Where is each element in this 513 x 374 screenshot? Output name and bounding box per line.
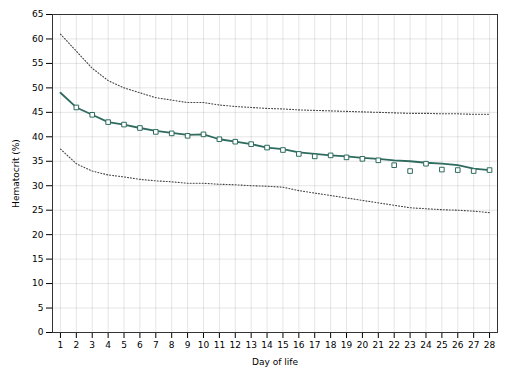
svg-text:25: 25: [436, 340, 447, 350]
svg-text:60: 60: [32, 34, 44, 44]
svg-text:8: 8: [169, 340, 175, 350]
svg-text:30: 30: [32, 181, 44, 191]
svg-text:6: 6: [137, 340, 143, 350]
svg-text:3: 3: [89, 340, 95, 350]
svg-text:20: 20: [32, 230, 44, 240]
svg-text:15: 15: [32, 254, 43, 264]
svg-text:26: 26: [452, 340, 464, 350]
svg-text:7: 7: [153, 340, 159, 350]
svg-text:21: 21: [373, 340, 384, 350]
svg-text:9: 9: [185, 340, 191, 350]
svg-text:50: 50: [32, 83, 44, 93]
svg-text:5: 5: [121, 340, 127, 350]
svg-text:28: 28: [484, 340, 496, 350]
svg-text:5: 5: [38, 303, 44, 313]
svg-text:35: 35: [32, 156, 43, 166]
svg-text:16: 16: [293, 340, 305, 350]
svg-text:4: 4: [105, 340, 111, 350]
svg-text:23: 23: [404, 340, 415, 350]
svg-text:22: 22: [388, 340, 399, 350]
svg-text:14: 14: [261, 340, 273, 350]
svg-text:24: 24: [420, 340, 432, 350]
svg-text:13: 13: [245, 340, 256, 350]
svg-text:10: 10: [32, 278, 44, 288]
svg-text:65: 65: [32, 9, 43, 19]
svg-text:15: 15: [277, 340, 288, 350]
svg-text:Day of life: Day of life: [252, 357, 298, 367]
svg-text:17: 17: [309, 340, 320, 350]
svg-text:27: 27: [468, 340, 479, 350]
svg-text:11: 11: [214, 340, 225, 350]
svg-text:40: 40: [32, 132, 44, 142]
svg-text:20: 20: [357, 340, 369, 350]
svg-text:0: 0: [38, 327, 44, 337]
svg-text:10: 10: [198, 340, 210, 350]
svg-text:45: 45: [32, 107, 43, 117]
svg-text:55: 55: [32, 58, 43, 68]
svg-text:Hematocrit (%): Hematocrit (%): [11, 139, 21, 208]
svg-text:1: 1: [58, 340, 64, 350]
svg-text:12: 12: [230, 340, 241, 350]
svg-text:25: 25: [32, 205, 43, 215]
svg-text:19: 19: [341, 340, 353, 350]
svg-text:2: 2: [73, 340, 79, 350]
svg-text:18: 18: [325, 340, 337, 350]
